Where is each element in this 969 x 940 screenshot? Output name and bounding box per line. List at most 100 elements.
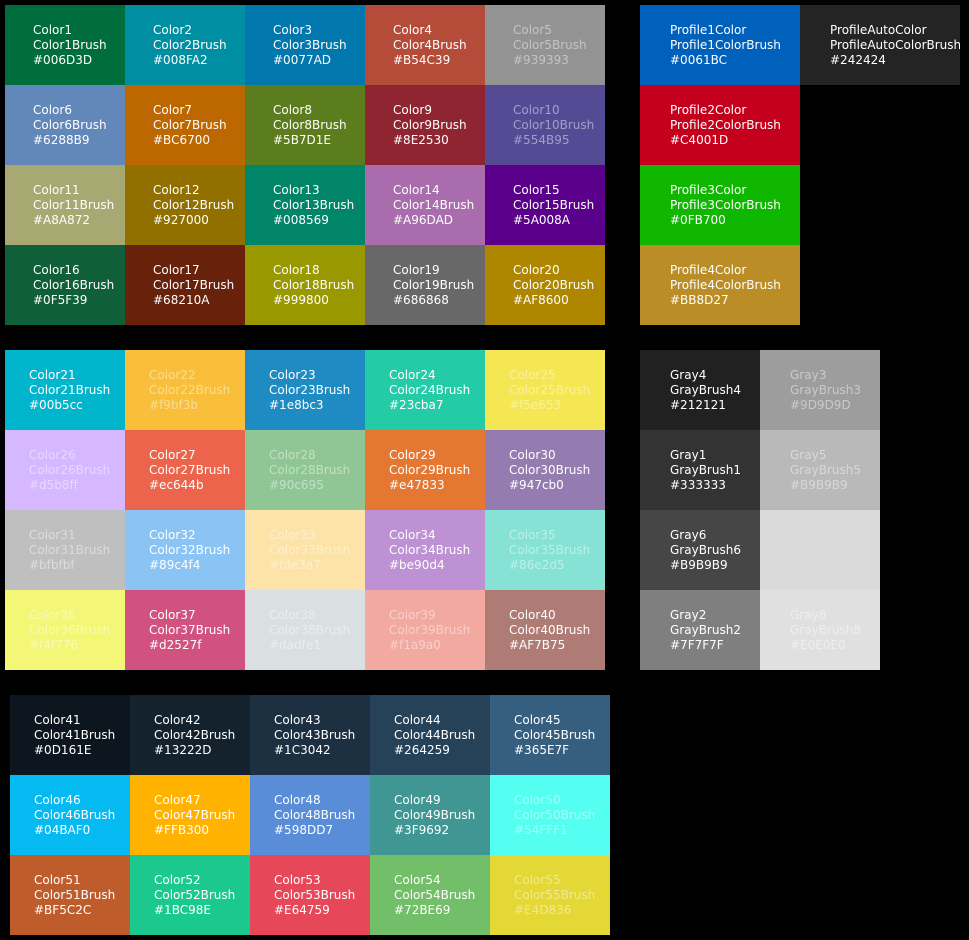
color-swatch: Color12 Color12Brush #927000 xyxy=(125,165,245,245)
swatch-name: Color41 xyxy=(34,713,81,727)
swatch-name: Gray4 xyxy=(670,368,707,382)
swatch-name: Color33 xyxy=(269,528,316,542)
swatch-hex: #23cba7 xyxy=(389,398,444,412)
swatch-brush: Color20Brush xyxy=(513,278,595,292)
swatch-hex: #0F5F39 xyxy=(33,293,88,307)
gray-grid: Gray4 GrayBrush4 #212121 Gray3 GrayBrush3 #9D… xyxy=(640,350,880,670)
swatch-name: Color50 xyxy=(514,793,561,807)
swatch-brush: Color15Brush xyxy=(513,198,595,212)
color-swatch: Color2 Color2Brush #008FA2 xyxy=(125,5,245,85)
color-swatch: Color24 Color24Brush #23cba7 xyxy=(365,350,485,430)
swatch-brush: Color17Brush xyxy=(153,278,235,292)
swatch-name: Color23 xyxy=(269,368,316,382)
swatch-name: Color10 xyxy=(513,103,560,117)
swatch-hex: #13222D xyxy=(154,743,212,757)
swatch-brush: Color30Brush xyxy=(509,463,591,477)
swatch-brush: Profile1ColorBrush xyxy=(670,38,781,52)
swatch-name: Color55 xyxy=(514,873,561,887)
swatch-name: Profile2Color xyxy=(670,103,747,117)
color-swatch: Color14 Color14Brush #A96DAD xyxy=(365,165,485,245)
color-swatch: Color3 Color3Brush #0077AD xyxy=(245,5,365,85)
swatch-hex: #C4001D xyxy=(670,133,729,147)
swatch-hex: #686868 xyxy=(393,293,449,307)
swatch-brush: Color6Brush xyxy=(33,118,107,132)
color-swatch: Color50 Color50Brush #54FFF1 xyxy=(490,775,610,855)
swatch-name: Color24 xyxy=(389,368,436,382)
swatch-brush: ProfileAutoColorBrush xyxy=(830,38,960,52)
color-swatch: Gray1 GrayBrush1 #333333 xyxy=(640,430,760,510)
swatch-name: Color51 xyxy=(34,873,81,887)
color-swatch: Color44 Color44Brush #264259 xyxy=(370,695,490,775)
color-swatch: Color30 Color30Brush #947cb0 xyxy=(485,430,605,510)
swatch-name: Color14 xyxy=(393,183,440,197)
swatch-hex: #927000 xyxy=(153,213,209,227)
palette2-grid: Color21 Color21Brush #00b5cc Color22 Color22… xyxy=(5,350,605,670)
swatch-hex: #9D9D9D xyxy=(790,398,851,412)
swatch-brush: Color9Brush xyxy=(393,118,467,132)
swatch-brush: Color4Brush xyxy=(393,38,467,52)
swatch-brush: Color55Brush xyxy=(514,888,596,902)
swatch-brush: Color19Brush xyxy=(393,278,475,292)
palette3-grid: Color41 Color41Brush #0D161E Color42 Color42… xyxy=(10,695,610,935)
color-swatch: Color42 Color42Brush #13222D xyxy=(130,695,250,775)
swatch-name: Color7 xyxy=(153,103,192,117)
swatch-hex: #68210A xyxy=(153,293,210,307)
swatch-hex: #BB8D27 xyxy=(670,293,729,307)
swatch-name: Color19 xyxy=(393,263,440,277)
color-swatch: Color47 Color47Brush #FFB300 xyxy=(130,775,250,855)
swatch-brush: GrayBrush1 xyxy=(670,463,741,477)
swatch-name: Color20 xyxy=(513,263,560,277)
swatch-name: Color49 xyxy=(394,793,441,807)
swatch-name: ProfileAutoColor xyxy=(830,23,927,37)
swatch-name: Color30 xyxy=(509,448,556,462)
swatch-brush: Color24Brush xyxy=(389,383,471,397)
swatch-hex: #dadfe1 xyxy=(269,638,321,652)
swatch-name: Color6 xyxy=(33,103,72,117)
swatch-brush: GrayBrush2 xyxy=(670,623,741,637)
color-swatch: Color33 Color33Brush #fde3a7 xyxy=(245,510,365,590)
swatch-brush: GrayBrush5 xyxy=(790,463,861,477)
color-swatch: Color11 Color11Brush #A8A872 xyxy=(5,165,125,245)
color-swatch: Color51 Color51Brush #BF5C2C xyxy=(10,855,130,935)
swatch-brush: GrayBrush8 xyxy=(790,623,861,637)
swatch-brush: Color21Brush xyxy=(29,383,111,397)
color-swatch: Color21 Color21Brush #00b5cc xyxy=(5,350,125,430)
swatch-hex: #d2527f xyxy=(149,638,202,652)
color-swatch: Color22 Color22Brush #f9bf3b xyxy=(125,350,245,430)
color-swatch: Color26 Color26Brush #d5b8ff xyxy=(5,430,125,510)
swatch-hex: #B54C39 xyxy=(393,53,451,67)
color-swatch: Color29 Color29Brush #e47833 xyxy=(365,430,485,510)
swatch-brush: Color54Brush xyxy=(394,888,476,902)
swatch-hex: #333333 xyxy=(670,478,726,492)
color-swatch: Color41 Color41Brush #0D161E xyxy=(10,695,130,775)
swatch-brush: Color16Brush xyxy=(33,278,115,292)
swatch-hex: #365E7F xyxy=(514,743,570,757)
swatch-hex: #f9bf3b xyxy=(149,398,199,412)
color-swatch: Color13 Color13Brush #008569 xyxy=(245,165,365,245)
swatch-brush: Color31Brush xyxy=(29,543,111,557)
swatch-name: Color32 xyxy=(149,528,196,542)
swatch-name: Gray1 xyxy=(670,448,707,462)
swatch-name: Color42 xyxy=(154,713,201,727)
swatch-name: Gray8 xyxy=(790,608,827,622)
swatch-name: Color9 xyxy=(393,103,432,117)
swatch-brush: Color46Brush xyxy=(34,808,116,822)
color-swatch: Gray5 GrayBrush5 #B9B9B9 xyxy=(760,430,880,510)
color-swatch: Color53 Color53Brush #E64759 xyxy=(250,855,370,935)
swatch-brush: Color26Brush xyxy=(29,463,111,477)
swatch-hex: #264259 xyxy=(394,743,450,757)
color-swatch: Color27 Color27Brush #ec644b xyxy=(125,430,245,510)
swatch-brush: Color5Brush xyxy=(513,38,587,52)
swatch-brush: Color8Brush xyxy=(273,118,347,132)
color-swatch: Color19 Color19Brush #686868 xyxy=(365,245,485,325)
swatch-brush: Color14Brush xyxy=(393,198,475,212)
swatch-brush: Color1Brush xyxy=(33,38,107,52)
swatch-name: Color3 xyxy=(273,23,312,37)
swatch-name: Gray2 xyxy=(670,608,707,622)
swatch-name: Color37 xyxy=(149,608,196,622)
swatch-brush: Color44Brush xyxy=(394,728,476,742)
swatch-name: Color2 xyxy=(153,23,192,37)
color-swatch: Color49 Color49Brush #3F9692 xyxy=(370,775,490,855)
color-swatch: Color52 Color52Brush #1BC98E xyxy=(130,855,250,935)
swatch-brush: Color10Brush xyxy=(513,118,595,132)
